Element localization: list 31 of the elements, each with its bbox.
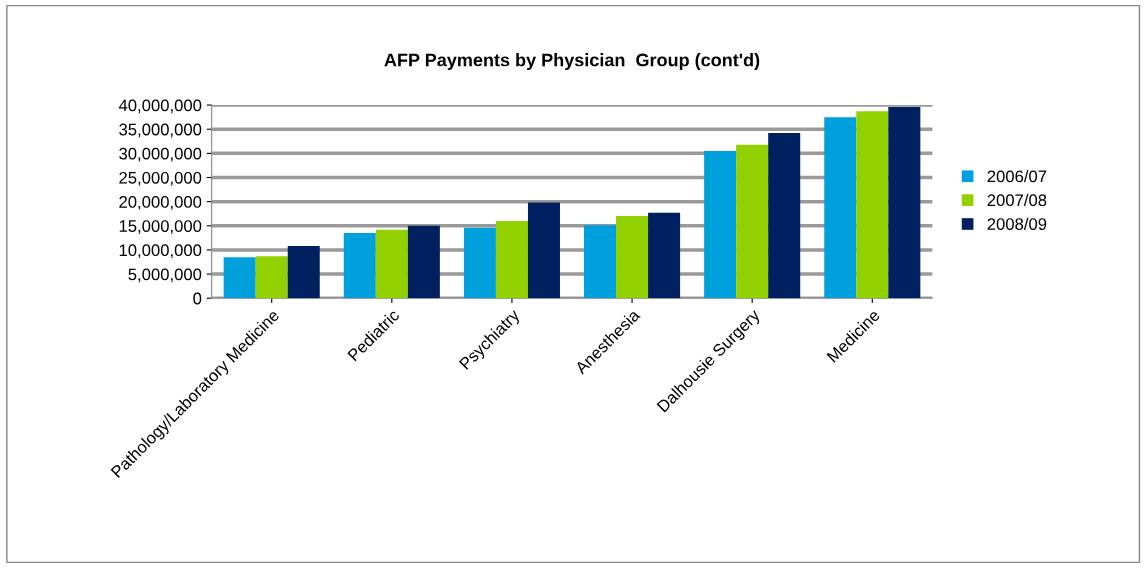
y-tick-label: 35,000,000 (119, 123, 202, 138)
bar (648, 212, 681, 299)
bar (287, 246, 320, 299)
y-tick-label: 40,000,000 (118, 99, 202, 114)
bar (736, 144, 769, 299)
bar (495, 220, 528, 299)
bar (824, 117, 857, 299)
y-tick-label: 15,000,000 (119, 220, 202, 234)
y-tick-label: 5,000,000 (128, 268, 202, 283)
bar (463, 227, 496, 299)
bar (584, 225, 617, 299)
y-tick-label: 30,000,000 (119, 147, 202, 162)
bar (255, 256, 288, 299)
bar (223, 257, 256, 299)
y-tick-label: 20,000,000 (119, 196, 202, 210)
legend-label: 2007/08 (987, 193, 1047, 207)
bar (527, 202, 560, 299)
bar (704, 150, 737, 299)
bar (856, 111, 889, 299)
chart-title: AFP Payments by Physician Group (cont'd) (384, 53, 760, 70)
bar (616, 216, 649, 299)
bar (407, 225, 440, 299)
bar (343, 233, 376, 299)
y-tick-label: 25,000,000 (119, 171, 202, 186)
legend-label: 2008/09 (987, 217, 1047, 230)
y-tick-label: 0 (193, 292, 202, 305)
bar (375, 229, 408, 299)
legend-label: 2006/07 (987, 170, 1047, 183)
y-tick-label: 10,000,000 (119, 244, 202, 259)
bar (888, 107, 921, 299)
bar (768, 133, 801, 299)
